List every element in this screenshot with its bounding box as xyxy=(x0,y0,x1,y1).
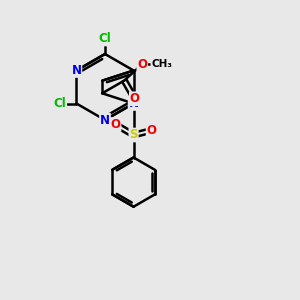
Text: S: S xyxy=(129,128,138,142)
Text: N: N xyxy=(100,113,110,127)
Text: N: N xyxy=(129,97,139,110)
Text: O: O xyxy=(147,124,157,137)
Text: O: O xyxy=(111,118,121,131)
Text: O: O xyxy=(137,58,147,70)
Text: Cl: Cl xyxy=(53,97,66,110)
Text: O: O xyxy=(130,92,140,105)
Text: N: N xyxy=(71,64,81,77)
Text: Cl: Cl xyxy=(99,32,111,46)
Text: CH₃: CH₃ xyxy=(151,59,172,69)
